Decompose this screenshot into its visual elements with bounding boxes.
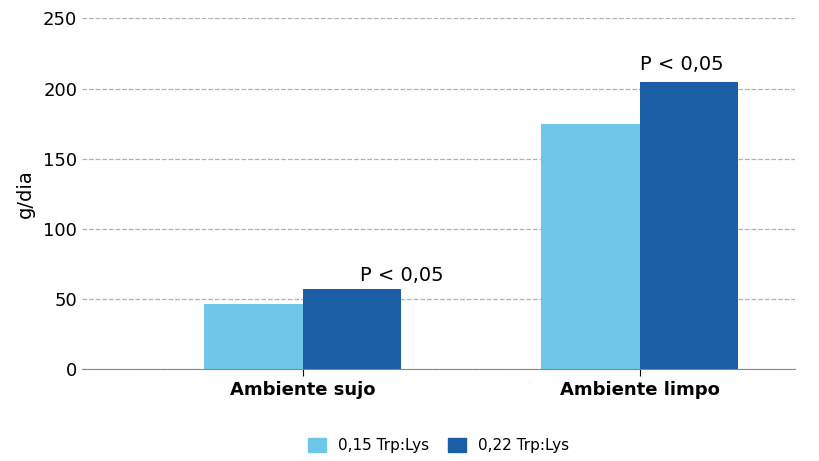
Legend: 0,15 Trp:Lys, 0,22 Trp:Lys: 0,15 Trp:Lys, 0,22 Trp:Lys — [301, 432, 575, 459]
Bar — [541, 124, 639, 369]
Text: P < 0,05: P < 0,05 — [639, 55, 722, 75]
Bar — [302, 289, 400, 369]
Text: P < 0,05: P < 0,05 — [360, 266, 442, 285]
Bar — [204, 304, 302, 369]
Bar — [639, 82, 737, 369]
Y-axis label: g/dia: g/dia — [16, 169, 34, 218]
